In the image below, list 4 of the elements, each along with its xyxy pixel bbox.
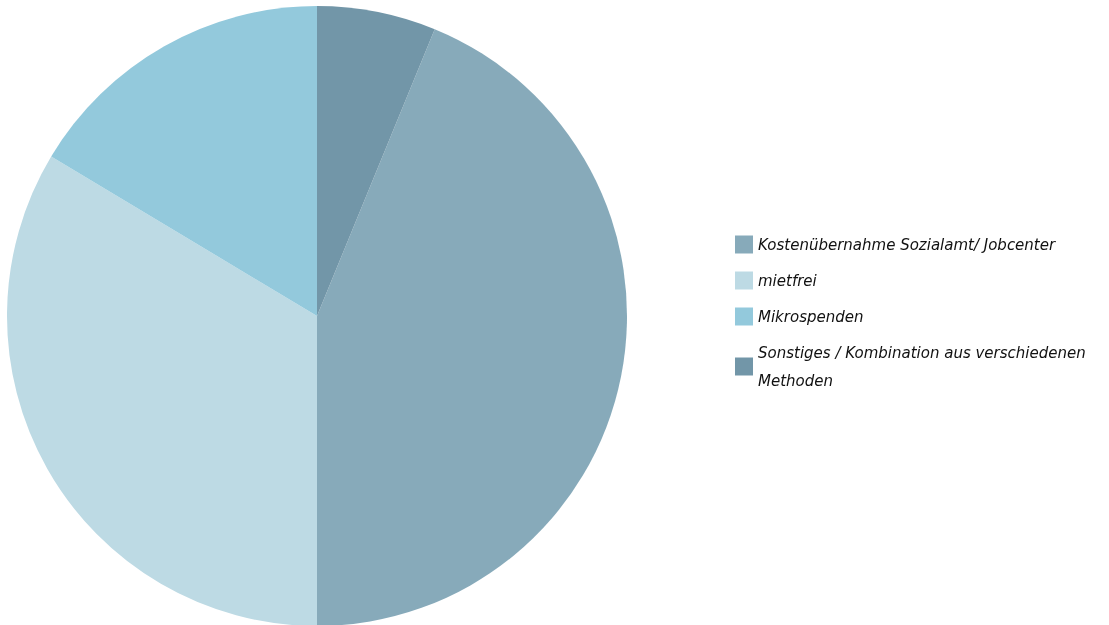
legend-label: Kostenübernahme Sozialamt/ Jobcenter bbox=[758, 235, 1056, 254]
legend-label: mietfrei bbox=[758, 271, 818, 290]
legend-label: Mikrospenden bbox=[758, 307, 864, 326]
legend-label: Sonstiges / Kombination aus verschiedenen Methoden bbox=[758, 343, 1091, 390]
